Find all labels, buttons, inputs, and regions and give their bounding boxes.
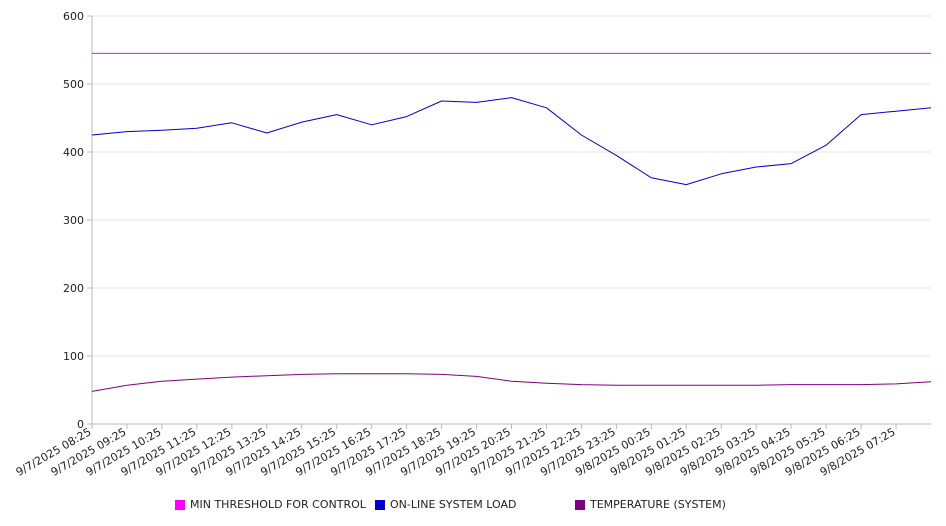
y-tick-label: 0	[77, 418, 84, 431]
series-line-temperature-system	[91, 373, 932, 392]
y-tick-labels: 0 100 200 300 400 500 600	[63, 10, 92, 431]
legend-label-temperature: TEMPERATURE (SYSTEM)	[590, 498, 726, 511]
series-line-on-line-system-load	[91, 97, 932, 186]
legend-item-threshold[interactable]: MIN THRESHOLD FOR CONTROL	[175, 498, 366, 511]
y-tick-label: 100	[63, 350, 84, 363]
y-tick-label: 500	[63, 78, 84, 91]
legend: MIN THRESHOLD FOR CONTROL ON-LINE SYSTEM…	[0, 498, 946, 514]
y-tick-label: 600	[63, 10, 84, 23]
legend-swatch-temperature	[575, 499, 585, 510]
legend-item-system-load[interactable]: ON-LINE SYSTEM LOAD	[375, 498, 516, 511]
series-lines	[91, 52, 932, 392]
x-tick-labels: 9/7/2025 08:259/7/2025 09:259/7/2025 10:…	[14, 424, 898, 479]
legend-swatch-system-load	[375, 499, 385, 510]
legend-label-system-load: ON-LINE SYSTEM LOAD	[390, 498, 517, 511]
legend-swatch-threshold	[175, 499, 185, 510]
grid-lines	[92, 15, 931, 357]
y-tick-label: 300	[63, 214, 84, 227]
legend-item-temperature[interactable]: TEMPERATURE (SYSTEM)	[575, 498, 726, 511]
y-tick-label: 200	[63, 282, 84, 295]
legend-label-threshold: MIN THRESHOLD FOR CONTROL	[190, 498, 366, 511]
y-tick-label: 400	[63, 146, 84, 159]
